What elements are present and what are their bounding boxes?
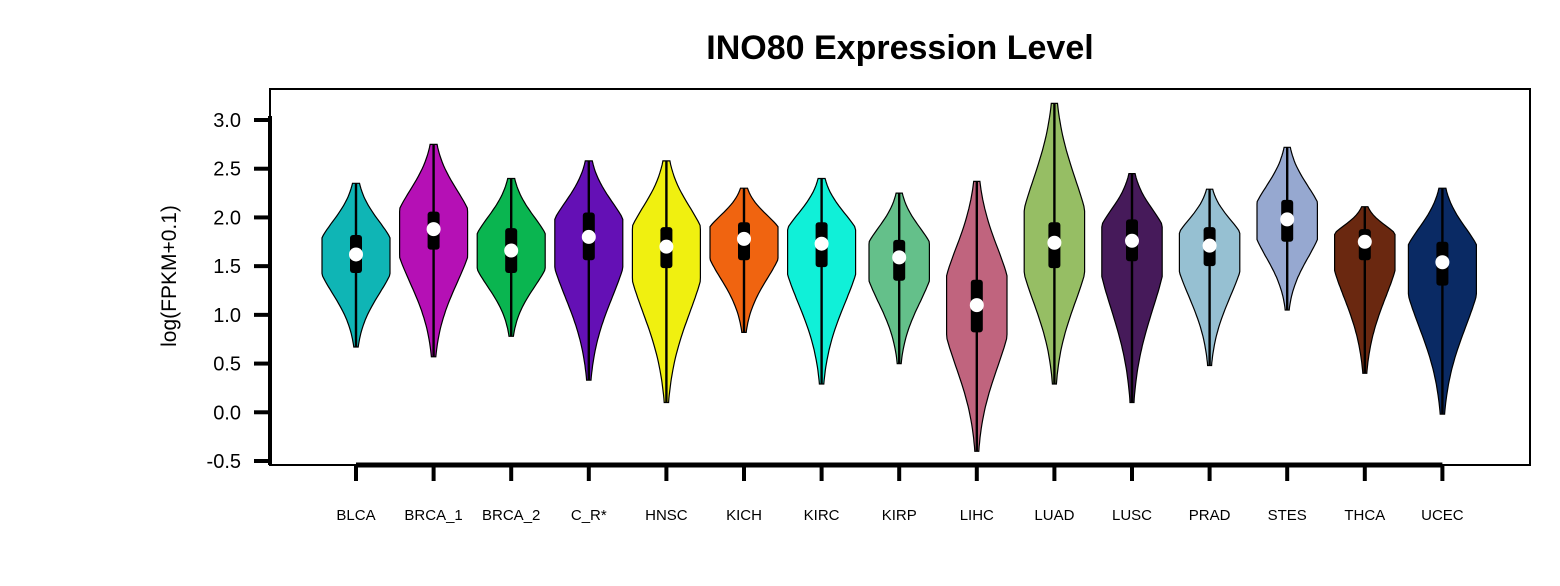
violin-blca — [321, 182, 391, 348]
x-tick-label: KIRC — [804, 507, 840, 524]
x-tick-label: BRCA_2 — [482, 507, 540, 524]
violin-median-point — [892, 250, 907, 265]
violin-median-point — [1435, 255, 1450, 270]
violin-median-point — [349, 247, 363, 262]
violin-kirc — [787, 177, 857, 385]
violin-median-point — [581, 229, 596, 244]
x-tick-label: HNSC — [645, 507, 688, 524]
y-tick-label: 0.0 — [213, 402, 241, 424]
x-tick-label: KIRP — [882, 507, 917, 524]
violin-kich — [709, 187, 779, 333]
y-tick-label: 3.0 — [213, 110, 241, 132]
y-tick-label: -0.5 — [207, 451, 241, 473]
violin-stes — [1256, 146, 1318, 311]
x-tick-label: LIHC — [960, 507, 994, 524]
violin-lihc — [946, 180, 1008, 452]
y-axis: 3.0 2.5 2.0 1.5 1.0 0.5 0.0 -0.5 — [207, 110, 272, 473]
violin-median-point — [814, 236, 829, 251]
x-tick-label: C_R* — [571, 507, 607, 524]
x-tick-label: STES — [1268, 507, 1307, 524]
violin-median-point — [1047, 235, 1062, 250]
y-tick-label: 1.5 — [213, 256, 241, 278]
y-tick-label: 2.0 — [213, 207, 241, 229]
violin-thca — [1334, 206, 1396, 374]
violin-median-point — [426, 222, 441, 237]
y-tick-label: 1.0 — [213, 305, 241, 327]
violins-group — [321, 102, 1477, 452]
violin-median-point — [1357, 234, 1372, 249]
violin-lusc — [1101, 173, 1163, 404]
violin-brca-1 — [399, 143, 469, 358]
violin-prad — [1178, 188, 1241, 367]
violin-kirp — [868, 192, 930, 365]
violin-median-point — [737, 231, 751, 246]
violin-ucec — [1407, 187, 1477, 415]
x-tick-label: BRCA_1 — [404, 507, 462, 524]
violin-median-point — [969, 298, 984, 313]
x-tick-label: THCA — [1344, 507, 1385, 524]
violin-brca-2 — [476, 177, 546, 337]
violin-luad — [1023, 102, 1086, 385]
y-tick-label: 2.5 — [213, 159, 241, 181]
chart-title: INO80 Expression Level — [706, 29, 1093, 67]
violin-hnsc — [631, 160, 701, 404]
x-tick-label: KICH — [726, 507, 762, 524]
x-tick-label: BLCA — [336, 507, 375, 524]
violin-median-point — [504, 243, 519, 258]
x-axis: BLCA BRCA_1 BRCA_2 C_R* HNSC KICH KIRC KIRP LIHC… — [336, 462, 1464, 524]
x-tick-label: LUSC — [1112, 507, 1152, 524]
x-tick-label: UCEC — [1421, 507, 1464, 524]
violin-c-r- — [554, 160, 624, 381]
x-tick-label: PRAD — [1189, 507, 1231, 524]
violin-median-point — [1202, 238, 1217, 253]
x-tick-label: LUAD — [1034, 507, 1074, 524]
violin-median-point — [1125, 233, 1139, 248]
y-axis-label: log(FPKM+0.1) — [158, 205, 181, 347]
violin-median-point — [659, 239, 674, 254]
y-tick-label: 0.5 — [213, 354, 241, 376]
violin-median-point — [1280, 212, 1295, 227]
